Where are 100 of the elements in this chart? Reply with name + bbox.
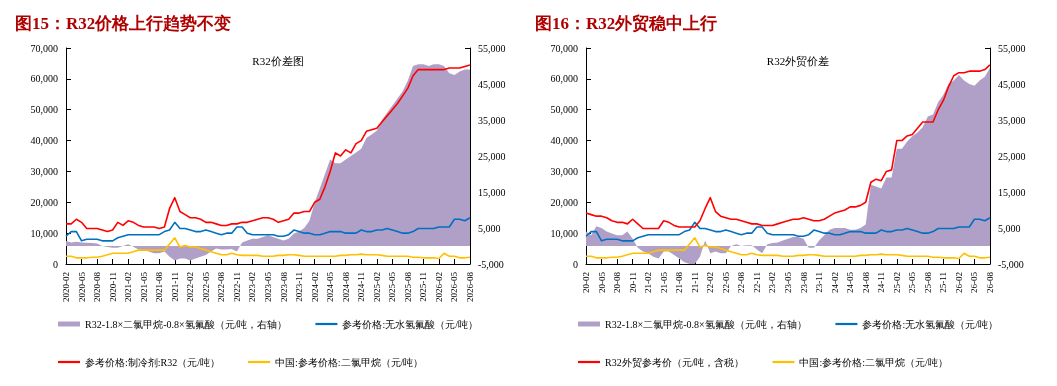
y-tick-label: 30,000: [30, 165, 58, 177]
x-tick-label: 2023-11: [294, 272, 305, 302]
x-tick-label: 20-05: [596, 271, 607, 293]
y-tick-label: 0: [53, 258, 58, 270]
legend-label: R32外贸参考价（元/吨，含税）: [605, 356, 745, 368]
legend-label: R32-1.8×二氯甲烷-0.8×氢氟酸（元/吨，右轴）: [85, 318, 288, 330]
y-tick-label: 0: [573, 258, 578, 270]
x-tick-label: 2022-05: [200, 271, 211, 302]
line-series: [65, 216, 471, 242]
x-tick-label: 25-02: [891, 272, 902, 293]
y-tick-label: 50,000: [550, 104, 578, 116]
x-tick-label: 2021-05: [138, 271, 149, 302]
legend-label: 参考价格:制冷剂:R32（元/吨）: [85, 356, 221, 368]
x-tick-label: 24-08: [860, 271, 871, 293]
y2-tick-label: 45,000: [998, 78, 1026, 90]
text: R32价差图: [252, 54, 304, 67]
y-tick-label: 70,000: [30, 42, 58, 54]
x-tick-label: 2020-11: [107, 272, 118, 302]
x-tick-label: 21-05: [658, 271, 669, 293]
x-tick-label: 2024-08: [340, 271, 351, 302]
y-tick-label: 10,000: [550, 227, 578, 239]
y2-tick-label: 35,000: [478, 114, 506, 126]
y2-tick-label: -5,000: [478, 258, 504, 270]
x-tick-label: 2025-11: [418, 272, 429, 302]
x-tick-label: 20-08: [612, 271, 623, 293]
x-tick-label: 22-05: [720, 271, 731, 293]
y-tick-label: 60,000: [30, 73, 58, 85]
y2-tick-label: 15,000: [998, 186, 1026, 198]
x-tick-label: 22-08: [736, 271, 747, 293]
x-tick-label: 2026-05: [449, 271, 460, 302]
legend-label: R32-1.8×二氯甲烷-0.8×氢氟酸（元/吨，右轴）: [605, 318, 808, 330]
x-tick-label: 2026-02: [433, 272, 444, 302]
chart-title: 图15：R32价格上行趋势不变: [15, 14, 232, 33]
x-tick-label: 2024-02: [309, 272, 320, 302]
legend-label: 中国:参考价格:二氯甲烷（元/吨）: [275, 356, 424, 368]
x-tick-label: 2020-05: [76, 271, 87, 302]
y-tick-label: 30,000: [550, 165, 578, 177]
text: R32外贸价差: [766, 54, 830, 67]
x-tick-label: 22-02: [705, 272, 716, 293]
x-tick-label: 2024-05: [325, 271, 336, 302]
y2-tick-label: 25,000: [478, 150, 506, 162]
x-tick-label: 2025-08: [402, 271, 413, 302]
x-tick-label: 2026-08: [465, 271, 475, 302]
y-tick-label: 40,000: [30, 135, 58, 147]
legend-label: 参考价格:无水氢氟酸（元/吨）: [862, 318, 998, 330]
x-tick-label: 2021-02: [123, 272, 134, 302]
x-tick-label: 2024-11: [356, 272, 367, 302]
x-tick-label: 26-02: [953, 272, 964, 293]
x-tick-label: 21-02: [643, 272, 654, 293]
x-tick-label: 26-08: [985, 271, 995, 293]
y2-tick-label: 5,000: [998, 222, 1021, 234]
x-tick-label: 2025-05: [387, 271, 398, 302]
x-tick-label: 2020-02: [61, 272, 71, 302]
x-tick-label: 2023-05: [263, 271, 273, 302]
x-tick-label: 22-11: [751, 272, 762, 293]
x-tick-label: 21-08: [674, 271, 685, 293]
y2-tick-label: -5,000: [998, 258, 1024, 270]
y2-tick-label: 15,000: [478, 186, 506, 198]
y-tick-label: 10,000: [30, 227, 58, 239]
y2-tick-label: 35,000: [998, 114, 1026, 126]
x-tick-label: 21-11: [689, 272, 700, 293]
x-tick-label: 23-11: [814, 272, 825, 293]
y2-tick-label: 45,000: [478, 78, 506, 90]
y2-tick-label: 5,000: [478, 222, 501, 234]
line-series: [585, 236, 991, 260]
line-series: [585, 216, 991, 242]
x-tick-label: 25-05: [907, 271, 918, 293]
y2-tick-label: 55,000: [998, 42, 1026, 54]
x-tick-label: 2023-08: [278, 271, 289, 302]
y-tick-label: 70,000: [550, 42, 578, 54]
y-tick-label: 20,000: [30, 196, 58, 208]
x-tick-label: 24-05: [845, 271, 856, 293]
x-tick-label: 2020-08: [92, 271, 103, 302]
y-tick-label: 20,000: [550, 196, 578, 208]
legend-label: 中国:参考价格:二氯甲烷（元/吨）: [799, 356, 948, 368]
y-tick-label: 40,000: [550, 135, 578, 147]
y2-tick-label: 55,000: [478, 42, 506, 54]
x-tick-label: 24-02: [829, 272, 840, 293]
x-tick-label: 26-05: [969, 271, 980, 293]
x-tick-label: 24-11: [876, 272, 887, 293]
x-tick-label: 25-11: [938, 272, 949, 293]
y-tick-label: 60,000: [550, 73, 578, 85]
y2-tick-label: 25,000: [998, 150, 1026, 162]
x-tick-label: 2022-02: [185, 272, 196, 302]
x-tick-label: 25-08: [922, 271, 933, 293]
x-tick-label: 2022-08: [216, 271, 227, 302]
x-tick-label: 2021-08: [154, 271, 165, 302]
x-tick-label: 20-11: [627, 272, 638, 293]
chart-title: 图16：R32外贸稳中上行: [535, 14, 718, 33]
x-tick-label: 23-02: [767, 272, 778, 293]
x-tick-label: 2021-11: [169, 272, 180, 302]
y-tick-label: 50,000: [30, 104, 58, 116]
x-tick-label: 20-02: [581, 272, 591, 293]
x-tick-label: 2022-11: [231, 272, 242, 302]
x-tick-label: 2023-02: [247, 272, 258, 302]
legend-label: 参考价格:无水氢氟酸（元/吨）: [342, 318, 478, 330]
x-tick-label: 23-08: [798, 271, 809, 293]
x-tick-label: 2025-02: [371, 272, 382, 302]
line-series: [65, 236, 471, 260]
x-tick-label: 23-05: [783, 271, 793, 293]
